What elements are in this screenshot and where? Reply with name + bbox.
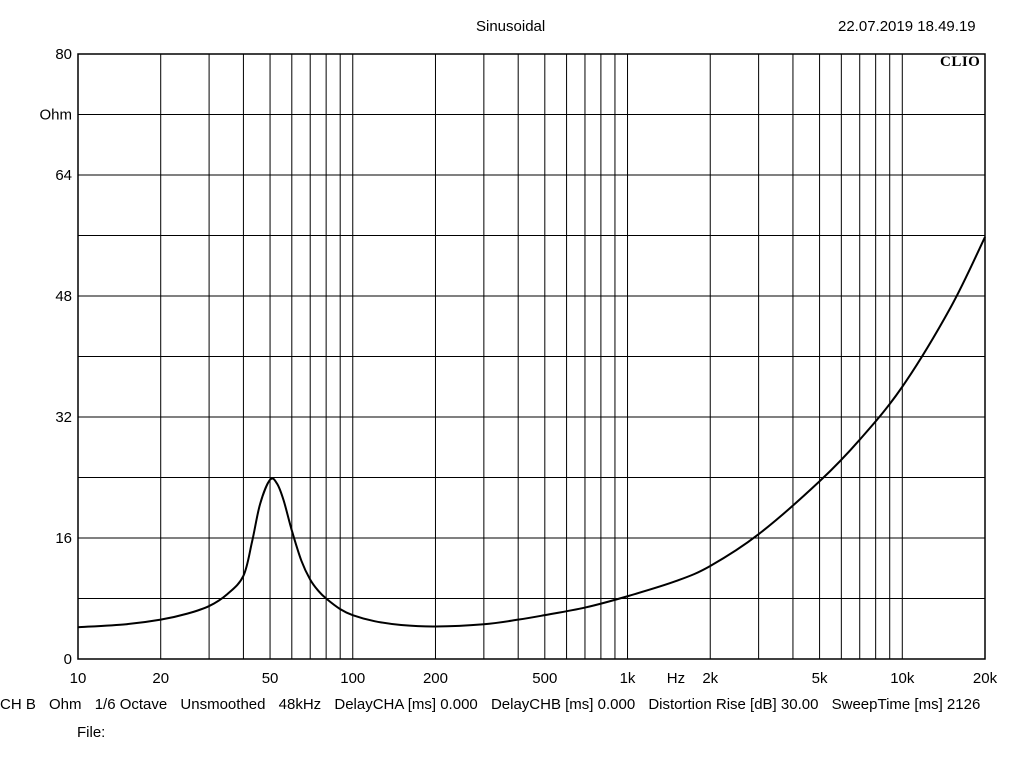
footer-unit: Ohm xyxy=(49,696,82,713)
x-axis-label: Hz xyxy=(667,670,685,687)
grid xyxy=(78,54,985,659)
x-tick-label: 10k xyxy=(890,670,915,687)
chart-title: Sinusoidal xyxy=(476,18,546,35)
x-tick-label: 20 xyxy=(152,670,169,687)
y-tick-label: 80 xyxy=(55,46,72,63)
x-tick-label: 2k xyxy=(702,670,718,687)
x-tick-label: 5k xyxy=(812,670,828,687)
x-tick-label: 100 xyxy=(340,670,365,687)
y-tick-labels: 0 16 32 48 64 80 xyxy=(55,46,72,668)
data-point xyxy=(226,593,229,595)
x-tick-label: 10 xyxy=(70,670,87,687)
data-point xyxy=(758,533,760,535)
y-axis-label: Ohm xyxy=(39,107,72,124)
data-point xyxy=(251,541,253,543)
data-point xyxy=(709,565,711,567)
data-point xyxy=(984,236,986,238)
data-point xyxy=(950,306,952,308)
data-point xyxy=(160,619,162,621)
data-point xyxy=(300,560,302,562)
data-point xyxy=(208,605,210,607)
data-point xyxy=(352,614,354,616)
data-point xyxy=(291,529,293,532)
x-tick-label: 500 xyxy=(532,670,557,687)
data-point xyxy=(675,580,677,582)
y-tick-label: 32 xyxy=(55,409,72,426)
data-point xyxy=(626,595,629,597)
data-point xyxy=(859,439,861,441)
data-point xyxy=(242,575,245,577)
data-point xyxy=(259,503,261,505)
measurement-settings: CH B Ohm 1/6 Octave Unsmoothed 48kHz Del… xyxy=(0,696,989,713)
data-point xyxy=(269,479,271,481)
brand-logo: CLIO xyxy=(940,54,981,70)
x-tick-label: 1k xyxy=(620,670,636,687)
axis-labels: Ohm Hz xyxy=(39,107,685,688)
x-tick-labels: 10 20 50 100 200 500 1k 2k 5k 10k 20k xyxy=(70,670,998,687)
data-point xyxy=(339,608,341,610)
data-point xyxy=(276,482,278,485)
data-point xyxy=(125,623,127,625)
data-point xyxy=(77,626,79,628)
plot-frame xyxy=(77,53,986,660)
data-point xyxy=(282,499,285,501)
data-point xyxy=(434,625,437,628)
footer-distortion-rise: Distortion Rise [dB] 30.00 xyxy=(648,696,819,713)
footer-delay-chb: DelayCHB [ms] 0.000 xyxy=(490,696,636,713)
y-tick-label: 64 xyxy=(55,167,72,184)
footer-delay-cha: DelayCHA [ms] 0.000 xyxy=(334,696,478,713)
data-point xyxy=(901,386,903,388)
data-point xyxy=(483,623,485,625)
y-tick-label: 48 xyxy=(55,288,72,305)
data-point xyxy=(309,578,311,581)
file-label: File: xyxy=(77,724,106,741)
footer-smoothing-band: 1/6 Octave xyxy=(94,696,168,713)
data-point xyxy=(186,613,188,615)
x-tick-label: 50 xyxy=(262,670,279,687)
data-point xyxy=(317,590,320,592)
footer-channel: CH B xyxy=(0,696,36,713)
x-tick-label: 200 xyxy=(423,670,448,687)
impedance-curve xyxy=(77,236,986,629)
x-tick-label: 20k xyxy=(973,670,998,687)
data-point xyxy=(400,624,402,626)
footer-smoothing: Unsmoothed xyxy=(180,696,266,713)
data-point xyxy=(373,620,376,622)
footer-sweep-time: SweepTime [ms] 2126 xyxy=(831,696,981,713)
data-point xyxy=(325,597,327,600)
data-point xyxy=(544,614,546,616)
data-point xyxy=(818,480,821,482)
footer-sample-rate: 48kHz xyxy=(278,696,322,713)
y-tick-label: 16 xyxy=(55,530,72,547)
data-point xyxy=(517,619,519,621)
data-point xyxy=(584,606,586,609)
y-tick-label: 0 xyxy=(64,651,72,668)
plot-border xyxy=(77,53,986,660)
series-layer xyxy=(77,236,986,629)
timestamp: 22.07.2019 18.49.19 xyxy=(838,18,976,35)
